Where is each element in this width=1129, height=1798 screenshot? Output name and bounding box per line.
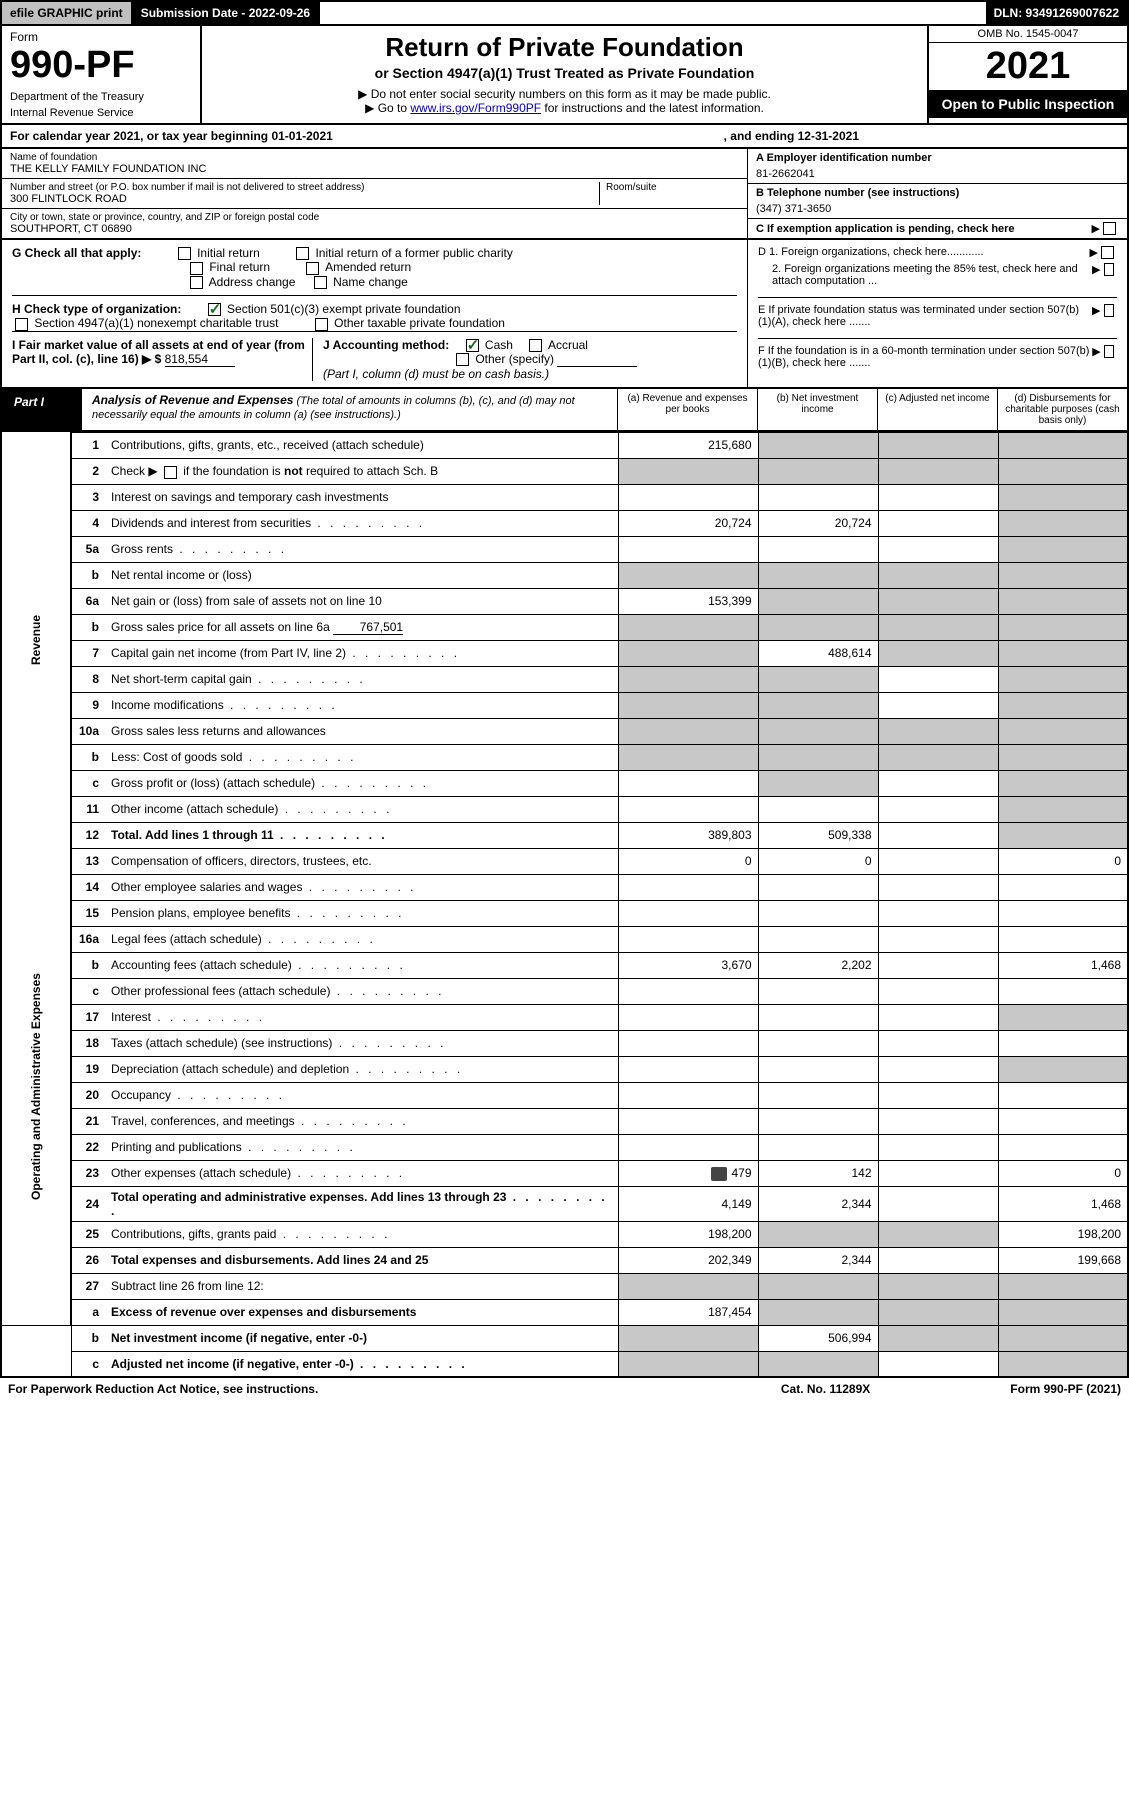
e-checkbox[interactable] [1104,304,1114,317]
attachment-icon[interactable] [711,1167,727,1181]
g-label: G Check all that apply: [12,246,141,260]
schb-checkbox[interactable] [164,466,177,479]
col-d-header: (d) Disbursements for charitable purpose… [997,389,1127,430]
form-subtitle: or Section 4947(a)(1) Trust Treated as P… [212,65,917,81]
cash-checkbox[interactable] [466,339,479,352]
part1-title: Analysis of Revenue and Expenses [92,393,293,407]
e-label: E If private foundation status was termi… [758,304,1092,328]
irs-label: Internal Revenue Service [10,107,192,119]
form-header: Form 990-PF Department of the Treasury I… [0,26,1129,125]
phone-value: (347) 371-3650 [756,199,1119,215]
open-inspection: Open to Public Inspection [929,90,1127,118]
page-footer: For Paperwork Reduction Act Notice, see … [0,1378,1129,1400]
city-label: City or town, state or province, country… [10,212,739,223]
name-label: Name of foundation [10,152,739,163]
other-taxable-checkbox[interactable] [315,318,328,331]
entity-block: Name of foundation THE KELLY FAMILY FOUN… [0,149,1129,240]
other-method-checkbox[interactable] [456,353,469,366]
omb-number: OMB No. 1545-0047 [929,26,1127,43]
part1-tab: Part I [2,389,82,430]
phone-label: B Telephone number (see instructions) [756,187,1119,199]
501c3-checkbox[interactable] [208,303,221,316]
addr-label: Number and street (or P.O. box number if… [10,182,599,193]
ein-value: 81-2662041 [756,164,1119,180]
exemption-checkbox[interactable] [1103,222,1116,235]
note-ssn: ▶ Do not enter social security numbers o… [212,87,917,101]
address-change-checkbox[interactable] [190,276,203,289]
part1-header: Part I Analysis of Revenue and Expenses … [0,389,1129,432]
submission-date: Submission Date - 2022-09-26 [133,2,320,24]
fmv-label: I Fair market value of all assets at end… [12,338,305,366]
revenue-side-label: Revenue [1,432,71,848]
paperwork-notice: For Paperwork Reduction Act Notice, see … [8,1382,318,1396]
4947-checkbox[interactable] [15,318,28,331]
amended-checkbox[interactable] [306,262,319,275]
room-label: Room/suite [606,182,739,193]
d2-checkbox[interactable] [1104,263,1115,276]
col-c-header: (c) Adjusted net income [877,389,997,430]
dln-label: DLN: 93491269007622 [986,2,1127,24]
form990pf-link[interactable]: www.irs.gov/Form990PF [410,101,541,115]
ein-label: A Employer identification number [756,152,1119,164]
d1-checkbox[interactable] [1101,246,1114,259]
form-word: Form [10,30,192,44]
f-label: F If the foundation is in a 60-month ter… [758,345,1092,369]
form-number: 990-PF [10,44,192,87]
d1-label: D 1. Foreign organizations, check here..… [758,246,984,259]
form-title: Return of Private Foundation [212,32,917,63]
initial-public-checkbox[interactable] [296,247,309,260]
street-address: 300 FLINTLOCK ROAD [10,193,599,205]
final-return-checkbox[interactable] [190,262,203,275]
top-bar: efile GRAPHIC print Submission Date - 20… [0,0,1129,26]
j-label: J Accounting method: [323,338,449,352]
part1-table: Revenue 1Contributions, gifts, grants, e… [0,432,1129,1379]
cash-basis-note: (Part I, column (d) must be on cash basi… [323,367,549,381]
tax-year: 2021 [929,43,1127,90]
accrual-checkbox[interactable] [529,339,542,352]
h-label: H Check type of organization: [12,302,181,316]
dept-treasury: Department of the Treasury [10,91,192,103]
exemption-pending-label: C If exemption application is pending, c… [756,223,1015,235]
d2-label: 2. Foreign organizations meeting the 85%… [758,263,1092,287]
fmv-value: 818,554 [165,352,235,367]
col-a-header: (a) Revenue and expenses per books [617,389,757,430]
expenses-side-label: Operating and Administrative Expenses [1,848,71,1325]
efile-label[interactable]: efile GRAPHIC print [2,2,133,24]
arrow-icon: ▶ [1092,222,1100,235]
foundation-name: THE KELLY FAMILY FOUNDATION INC [10,163,739,175]
initial-return-checkbox[interactable] [178,247,191,260]
calendar-year-row: For calendar year 2021, or tax year begi… [0,125,1129,149]
city-state-zip: SOUTHPORT, CT 06890 [10,223,739,235]
f-checkbox[interactable] [1104,345,1114,358]
cat-no: Cat. No. 11289X [781,1382,870,1396]
name-change-checkbox[interactable] [314,276,327,289]
col-b-header: (b) Net investment income [757,389,877,430]
note-link: ▶ Go to www.irs.gov/Form990PF for instru… [212,101,917,115]
form-ref: Form 990-PF (2021) [1010,1382,1121,1396]
checks-block: G Check all that apply: Initial return I… [0,240,1129,389]
